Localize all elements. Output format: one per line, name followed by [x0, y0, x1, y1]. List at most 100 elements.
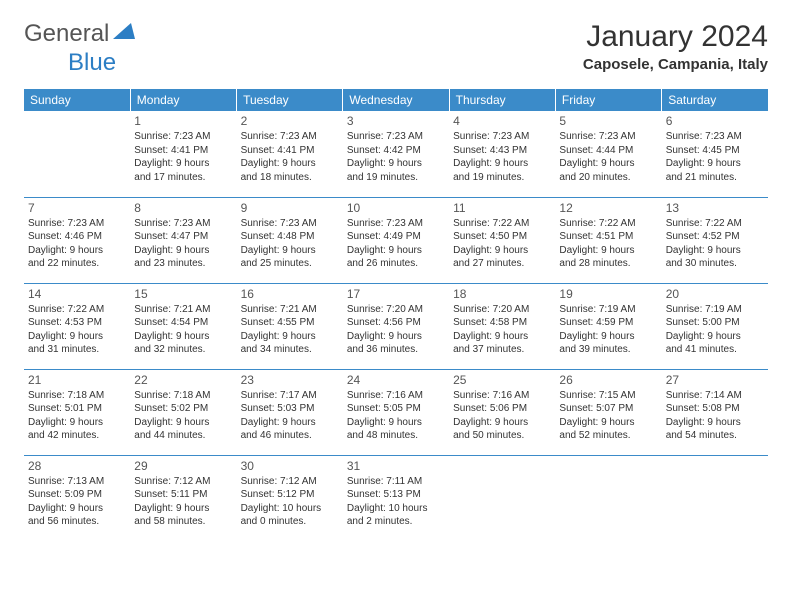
- sunrise-text: Sunrise: 7:23 AM: [559, 130, 657, 144]
- sunrise-text: Sunrise: 7:13 AM: [28, 475, 126, 489]
- calendar-cell: [662, 455, 768, 541]
- calendar-row: 7Sunrise: 7:23 AMSunset: 4:46 PMDaylight…: [24, 197, 768, 283]
- daylight-text: and 46 minutes.: [241, 429, 339, 443]
- calendar-cell: 20Sunrise: 7:19 AMSunset: 5:00 PMDayligh…: [662, 283, 768, 369]
- daylight-text: Daylight: 9 hours: [134, 330, 232, 344]
- daylight-text: Daylight: 9 hours: [134, 157, 232, 171]
- sunset-text: Sunset: 4:50 PM: [453, 230, 551, 244]
- sunrise-text: Sunrise: 7:16 AM: [453, 389, 551, 403]
- daylight-text: and 18 minutes.: [241, 171, 339, 185]
- day-number: 31: [347, 458, 445, 474]
- sunrise-text: Sunrise: 7:23 AM: [453, 130, 551, 144]
- daylight-text: and 19 minutes.: [347, 171, 445, 185]
- daylight-text: Daylight: 9 hours: [666, 416, 764, 430]
- sunrise-text: Sunrise: 7:23 AM: [28, 217, 126, 231]
- calendar-cell: 4Sunrise: 7:23 AMSunset: 4:43 PMDaylight…: [449, 111, 555, 197]
- day-number: 18: [453, 286, 551, 302]
- daylight-text: Daylight: 9 hours: [453, 330, 551, 344]
- calendar-cell: 10Sunrise: 7:23 AMSunset: 4:49 PMDayligh…: [343, 197, 449, 283]
- daylight-text: and 32 minutes.: [134, 343, 232, 357]
- sunrise-text: Sunrise: 7:23 AM: [347, 130, 445, 144]
- sunrise-text: Sunrise: 7:23 AM: [241, 130, 339, 144]
- sunset-text: Sunset: 4:51 PM: [559, 230, 657, 244]
- sunset-text: Sunset: 5:02 PM: [134, 402, 232, 416]
- daylight-text: and 26 minutes.: [347, 257, 445, 271]
- day-header-row: Sunday Monday Tuesday Wednesday Thursday…: [24, 89, 768, 111]
- calendar-row: 14Sunrise: 7:22 AMSunset: 4:53 PMDayligh…: [24, 283, 768, 369]
- day-number: 17: [347, 286, 445, 302]
- daylight-text: and 25 minutes.: [241, 257, 339, 271]
- daylight-text: and 54 minutes.: [666, 429, 764, 443]
- sunset-text: Sunset: 4:47 PM: [134, 230, 232, 244]
- location: Caposele, Campania, Italy: [583, 56, 768, 73]
- calendar-cell: 2Sunrise: 7:23 AMSunset: 4:41 PMDaylight…: [237, 111, 343, 197]
- day-number: 11: [453, 200, 551, 216]
- daylight-text: and 36 minutes.: [347, 343, 445, 357]
- sunrise-text: Sunrise: 7:12 AM: [241, 475, 339, 489]
- day-header: Friday: [555, 89, 661, 111]
- day-number: 15: [134, 286, 232, 302]
- sunrise-text: Sunrise: 7:23 AM: [134, 217, 232, 231]
- calendar-cell: 5Sunrise: 7:23 AMSunset: 4:44 PMDaylight…: [555, 111, 661, 197]
- daylight-text: Daylight: 9 hours: [666, 244, 764, 258]
- calendar-cell: 31Sunrise: 7:11 AMSunset: 5:13 PMDayligh…: [343, 455, 449, 541]
- sunset-text: Sunset: 4:52 PM: [666, 230, 764, 244]
- sunset-text: Sunset: 4:58 PM: [453, 316, 551, 330]
- calendar-cell: 6Sunrise: 7:23 AMSunset: 4:45 PMDaylight…: [662, 111, 768, 197]
- daylight-text: Daylight: 9 hours: [347, 416, 445, 430]
- sunrise-text: Sunrise: 7:22 AM: [453, 217, 551, 231]
- sunrise-text: Sunrise: 7:22 AM: [559, 217, 657, 231]
- day-header: Saturday: [662, 89, 768, 111]
- calendar-cell: 30Sunrise: 7:12 AMSunset: 5:12 PMDayligh…: [237, 455, 343, 541]
- sunrise-text: Sunrise: 7:23 AM: [134, 130, 232, 144]
- sunrise-text: Sunrise: 7:12 AM: [134, 475, 232, 489]
- sunset-text: Sunset: 4:45 PM: [666, 144, 764, 158]
- calendar-row: 21Sunrise: 7:18 AMSunset: 5:01 PMDayligh…: [24, 369, 768, 455]
- daylight-text: and 0 minutes.: [241, 515, 339, 529]
- calendar-cell: 12Sunrise: 7:22 AMSunset: 4:51 PMDayligh…: [555, 197, 661, 283]
- day-number: 21: [28, 372, 126, 388]
- day-number: 23: [241, 372, 339, 388]
- day-header: Sunday: [24, 89, 130, 111]
- day-number: 24: [347, 372, 445, 388]
- sunrise-text: Sunrise: 7:18 AM: [28, 389, 126, 403]
- calendar-table: Sunday Monday Tuesday Wednesday Thursday…: [24, 89, 768, 541]
- sunrise-text: Sunrise: 7:19 AM: [559, 303, 657, 317]
- sunrise-text: Sunrise: 7:23 AM: [241, 217, 339, 231]
- sunrise-text: Sunrise: 7:19 AM: [666, 303, 764, 317]
- day-header: Tuesday: [237, 89, 343, 111]
- sunrise-text: Sunrise: 7:16 AM: [347, 389, 445, 403]
- day-number: 9: [241, 200, 339, 216]
- daylight-text: Daylight: 9 hours: [134, 416, 232, 430]
- calendar-cell: 29Sunrise: 7:12 AMSunset: 5:11 PMDayligh…: [130, 455, 236, 541]
- sunset-text: Sunset: 5:00 PM: [666, 316, 764, 330]
- calendar-cell: 25Sunrise: 7:16 AMSunset: 5:06 PMDayligh…: [449, 369, 555, 455]
- calendar-row: 1Sunrise: 7:23 AMSunset: 4:41 PMDaylight…: [24, 111, 768, 197]
- sunset-text: Sunset: 5:12 PM: [241, 488, 339, 502]
- sunset-text: Sunset: 4:42 PM: [347, 144, 445, 158]
- sunset-text: Sunset: 5:11 PM: [134, 488, 232, 502]
- daylight-text: and 20 minutes.: [559, 171, 657, 185]
- sunset-text: Sunset: 5:06 PM: [453, 402, 551, 416]
- sunset-text: Sunset: 4:41 PM: [241, 144, 339, 158]
- day-number: 22: [134, 372, 232, 388]
- day-number: 30: [241, 458, 339, 474]
- daylight-text: Daylight: 10 hours: [347, 502, 445, 516]
- sunrise-text: Sunrise: 7:22 AM: [28, 303, 126, 317]
- day-number: 26: [559, 372, 657, 388]
- daylight-text: and 34 minutes.: [241, 343, 339, 357]
- day-number: 12: [559, 200, 657, 216]
- day-header: Wednesday: [343, 89, 449, 111]
- daylight-text: and 30 minutes.: [666, 257, 764, 271]
- day-number: 4: [453, 113, 551, 129]
- daylight-text: and 58 minutes.: [134, 515, 232, 529]
- daylight-text: Daylight: 9 hours: [241, 157, 339, 171]
- calendar-cell: [24, 111, 130, 197]
- daylight-text: and 52 minutes.: [559, 429, 657, 443]
- sunset-text: Sunset: 4:49 PM: [347, 230, 445, 244]
- daylight-text: and 31 minutes.: [28, 343, 126, 357]
- sunrise-text: Sunrise: 7:17 AM: [241, 389, 339, 403]
- daylight-text: Daylight: 9 hours: [559, 330, 657, 344]
- day-number: 29: [134, 458, 232, 474]
- sunset-text: Sunset: 5:03 PM: [241, 402, 339, 416]
